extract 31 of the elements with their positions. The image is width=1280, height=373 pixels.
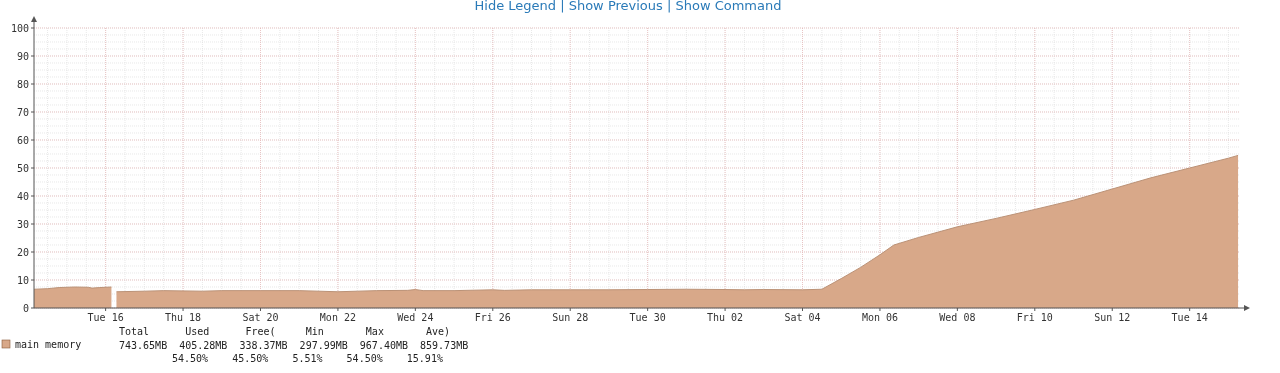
x-tick-label: Wed 24 xyxy=(397,312,434,323)
chart-title: Hide Legend | Show Previous | Show Command xyxy=(474,0,782,13)
x-tick-label: Tue 16 xyxy=(87,312,124,323)
x-tick-label: Mon 22 xyxy=(319,312,356,323)
x-tick-label: Sat 04 xyxy=(784,312,821,323)
x-tick-label: Mon 06 xyxy=(861,312,898,323)
x-tick-label: Thu 18 xyxy=(164,312,202,323)
y-tick-label: 40 xyxy=(16,190,29,202)
x-tick-label: Sun 12 xyxy=(1094,312,1131,323)
x-tick-label: Fri 26 xyxy=(474,312,511,323)
x-tick-label: Thu 02 xyxy=(707,312,744,323)
y-tick-label: 60 xyxy=(16,134,29,146)
y-tick-label: 70 xyxy=(16,106,29,118)
y-tick-label: 10 xyxy=(16,274,29,286)
x-tick-label: Tue 30 xyxy=(629,312,666,323)
x-tick-label: Fri 10 xyxy=(1016,312,1053,323)
x-tick-label: Wed 08 xyxy=(939,312,976,323)
legend-label: main memory xyxy=(15,339,82,350)
y-tick-label: 50 xyxy=(16,162,29,174)
x-tick-label: Tue 14 xyxy=(1171,312,1208,323)
y-tick-label: 30 xyxy=(16,218,29,230)
text: Total Used Free( Min Max Ave) xyxy=(119,326,451,337)
y-tick-label: 90 xyxy=(16,50,29,62)
y-tick-label: 20 xyxy=(16,246,29,258)
y-tick-label: 100 xyxy=(10,22,29,34)
y-tick-label: 80 xyxy=(16,78,29,90)
x-tick-label: Sat 20 xyxy=(242,312,279,323)
x-tick-label: Sun 28 xyxy=(552,312,589,323)
text: 54.50% 45.50% 5.51% 54.50% 15.91% xyxy=(172,353,443,364)
text: 743.65MB 405.28MB 338.37MB 297.99MB 967.40MB 859.73MB xyxy=(119,340,469,351)
y-tick-label: 0 xyxy=(22,302,29,314)
